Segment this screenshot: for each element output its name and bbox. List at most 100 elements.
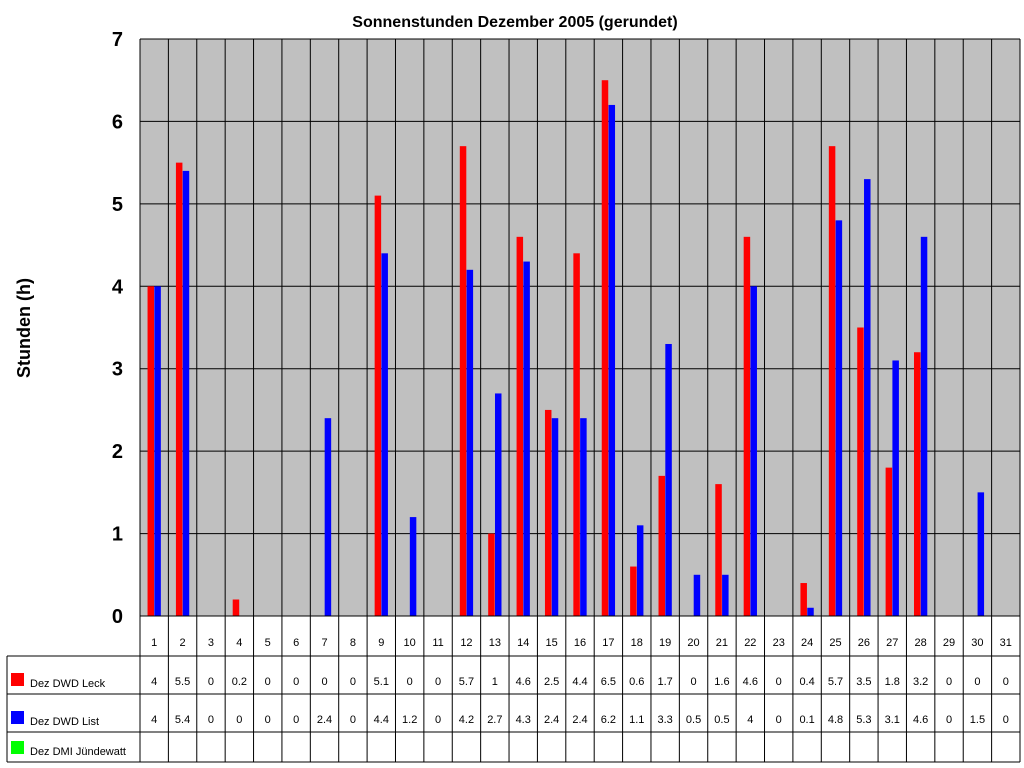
- x-tick-label: 24: [801, 637, 813, 649]
- bar-list-day-1: [154, 286, 161, 616]
- data-label: 5.5: [175, 676, 190, 688]
- data-label: 1.1: [629, 714, 644, 726]
- x-tick-label: 7: [321, 637, 327, 649]
- data-label: 5.4: [175, 714, 190, 726]
- data-label: 0: [293, 676, 299, 688]
- y-tick-label: 6: [112, 111, 123, 133]
- data-label: 0: [407, 676, 413, 688]
- x-tick-label: 16: [574, 637, 586, 649]
- data-label: 4.3: [516, 714, 531, 726]
- x-tick-label: 25: [829, 637, 841, 649]
- data-label: 0: [208, 714, 214, 726]
- bar-list-day-18: [636, 525, 644, 616]
- data-label: 4.4: [374, 714, 389, 726]
- data-label: 0: [690, 676, 696, 688]
- bar-leck-day-14: [516, 236, 524, 617]
- x-tick-label: 9: [378, 637, 384, 649]
- data-label: 0: [208, 676, 214, 688]
- bar-list-day-27: [892, 360, 899, 616]
- data-label: 2.4: [317, 714, 332, 726]
- data-label: 0: [776, 676, 782, 688]
- bar-list-day-14: [523, 261, 530, 616]
- data-label: 3.2: [913, 676, 928, 688]
- legend-swatch-1: [11, 673, 24, 686]
- bar-leck-day-2: [175, 162, 183, 616]
- bar-list-day-13: [494, 393, 502, 616]
- data-label: 4: [151, 676, 157, 688]
- x-tick-label: 28: [915, 637, 927, 649]
- bar-list-day-7: [324, 418, 332, 616]
- y-tick-label: 1: [112, 524, 123, 546]
- bar-list-day-20: [693, 574, 701, 616]
- data-label: 1.6: [714, 676, 729, 688]
- data-label: 0.2: [232, 676, 247, 688]
- legend-swatch-2: [11, 711, 24, 724]
- bar-leck-day-19: [658, 475, 666, 616]
- x-tick-label: 30: [971, 637, 983, 649]
- bar-leck-day-13: [488, 533, 495, 616]
- x-tick-label: 3: [208, 637, 214, 649]
- bar-list-day-19: [665, 343, 672, 616]
- data-label: 0.5: [714, 714, 729, 726]
- x-tick-label: 19: [659, 637, 671, 649]
- data-label: 5.7: [459, 676, 474, 688]
- bar-list-day-17: [608, 104, 616, 616]
- data-label: 4.6: [743, 676, 758, 688]
- data-table: 1 2 3 4 5 6 7 8 9 10 11 12 13 14 15 16 17 18 19 20 21 22 23 24 2…: [6, 615, 1021, 763]
- x-tick-label: 29: [943, 637, 955, 649]
- data-label: 4.6: [516, 676, 531, 688]
- x-tick-label: 4: [236, 637, 242, 649]
- data-label: 0: [435, 714, 441, 726]
- data-label: 0: [293, 714, 299, 726]
- data-label: 4: [151, 714, 157, 726]
- bars: [147, 80, 985, 617]
- data-label: 0: [974, 676, 980, 688]
- data-label: 1.2: [402, 714, 417, 726]
- data-label: 6.2: [601, 714, 616, 726]
- y-tick-label: 4: [112, 276, 124, 298]
- x-tick-label: 13: [489, 637, 501, 649]
- bar-list-day-9: [381, 253, 388, 617]
- data-label: 1.7: [658, 676, 673, 688]
- data-label: 0: [776, 714, 782, 726]
- data-label: 0.5: [686, 714, 701, 726]
- data-label: 0: [946, 676, 952, 688]
- bar-leck-day-17: [601, 80, 609, 616]
- x-tick-label: 15: [545, 637, 557, 649]
- x-tick-label: 17: [602, 637, 614, 649]
- x-tick-label: 5: [265, 637, 271, 649]
- x-tick-label: 1: [151, 637, 157, 649]
- bar-leck-day-24: [800, 583, 807, 616]
- data-label: 0.1: [799, 714, 814, 726]
- x-tick-label: 22: [744, 637, 756, 649]
- data-label: 0: [265, 676, 271, 688]
- grid-lines: [139, 38, 1021, 617]
- data-label: 4.6: [913, 714, 928, 726]
- bar-list-day-24: [807, 607, 814, 616]
- data-label: 0.4: [799, 676, 814, 688]
- data-label: 0: [1003, 676, 1009, 688]
- x-tick-label: 6: [293, 637, 299, 649]
- y-tick-label: 0: [112, 606, 123, 628]
- data-label: 2.5: [544, 676, 559, 688]
- y-tick-label: 3: [112, 359, 123, 381]
- x-tick-label: 11: [432, 637, 443, 649]
- y-tick-label: 5: [112, 194, 123, 216]
- bar-list-day-10: [409, 517, 417, 616]
- data-label: 3.3: [658, 714, 673, 726]
- data-label: 0: [435, 676, 441, 688]
- data-label: 5.1: [374, 676, 389, 688]
- data-label: 0: [350, 676, 356, 688]
- x-tick-label: 10: [404, 637, 416, 649]
- data-label: 0: [946, 714, 952, 726]
- bar-list-day-16: [580, 418, 587, 616]
- data-label: 5.3: [856, 714, 871, 726]
- x-tick-label: 20: [687, 637, 699, 649]
- bar-leck-day-12: [459, 146, 467, 616]
- bar-leck-day-27: [885, 467, 893, 616]
- legend-label-3: Dez DMI Jündewatt: [30, 746, 126, 758]
- y-tick-label: 2: [112, 441, 123, 463]
- x-tick-label: 23: [773, 637, 785, 649]
- bar-leck-day-9: [374, 195, 382, 616]
- x-tick-label: 21: [716, 637, 728, 649]
